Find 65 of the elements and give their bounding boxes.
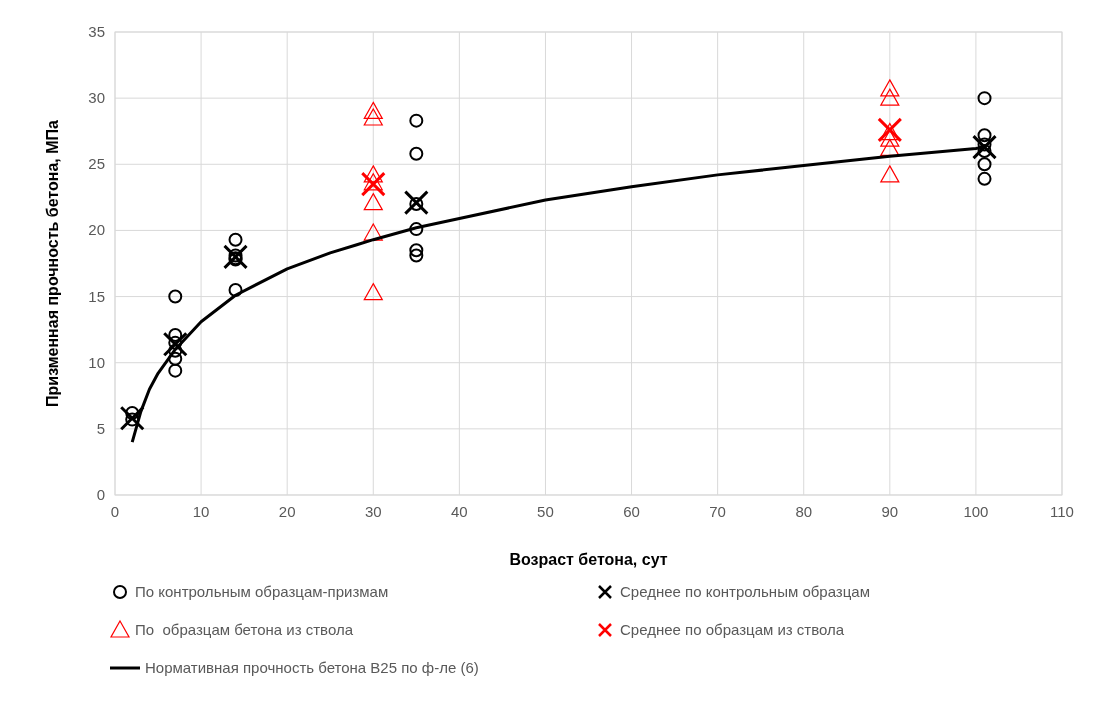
point: [977, 128, 992, 143]
y-tick-label: 15: [88, 287, 105, 305]
point: [363, 193, 383, 211]
point: [880, 79, 900, 97]
x-tick-label: 70: [709, 503, 726, 520]
point: [228, 248, 243, 263]
point: [363, 283, 383, 301]
y-tick-label: 5: [96, 419, 105, 437]
point: [977, 144, 992, 159]
point: [363, 173, 383, 191]
point: [168, 327, 183, 342]
point: [977, 171, 992, 186]
point: [125, 412, 140, 427]
legend-label: По образцам бетона из ствола: [135, 621, 354, 638]
x-tick-label: 80: [795, 503, 813, 520]
point: [880, 165, 900, 183]
point: [977, 157, 992, 172]
point: [409, 113, 424, 128]
x-tick-label: 110: [1050, 503, 1074, 520]
point: [228, 232, 243, 247]
x-tick-label: 40: [451, 503, 468, 520]
x-axis-title: Возраст бетона, сут: [509, 551, 668, 568]
point: [363, 108, 383, 126]
x-tick-label: 100: [963, 503, 989, 520]
point: [409, 146, 424, 161]
x-tick-label: 0: [110, 503, 120, 520]
x-tick-label: 50: [537, 503, 554, 520]
point: [363, 165, 383, 183]
point: [223, 244, 249, 270]
y-tick-label: 20: [88, 221, 105, 239]
legend-label: По контрольным образцам-призмам: [135, 583, 389, 600]
point: [168, 351, 183, 366]
x-tick-label: 90: [881, 503, 899, 520]
point: [403, 190, 429, 216]
x-tick-label: 30: [364, 503, 382, 520]
point: [409, 196, 424, 211]
y-axis-title: Призменная прочность бетона, МПа: [44, 119, 61, 407]
x-tick-label: 60: [623, 503, 640, 520]
point: [363, 101, 383, 119]
y-tick-label: 10: [88, 353, 105, 371]
point: [162, 331, 188, 357]
y-tick-label: 25: [88, 155, 105, 173]
y-tick-label: 30: [88, 89, 105, 107]
y-tick-label: 35: [88, 23, 105, 40]
y-tick-label: 0: [96, 486, 105, 503]
point: [977, 137, 992, 152]
point: [168, 289, 183, 304]
point: [409, 243, 424, 258]
point: [409, 222, 424, 237]
point: [363, 223, 383, 241]
x-tick-label: 20: [278, 503, 296, 520]
legend-label: Среднее по контрольным образцам: [620, 583, 870, 600]
point: [880, 88, 900, 106]
point: [880, 122, 900, 141]
point: [360, 171, 386, 197]
point: [877, 117, 903, 143]
legend-label: Среднее по образцам из ствола: [620, 621, 845, 638]
point: [119, 405, 145, 431]
point: [977, 91, 992, 106]
legend-label: Нормативная прочность бетона В25 по ф-ле (6): [145, 659, 479, 676]
point: [168, 363, 183, 378]
x-tick-label: 10: [192, 503, 210, 520]
point: [409, 248, 424, 263]
point: [125, 405, 140, 420]
point: [228, 282, 243, 297]
